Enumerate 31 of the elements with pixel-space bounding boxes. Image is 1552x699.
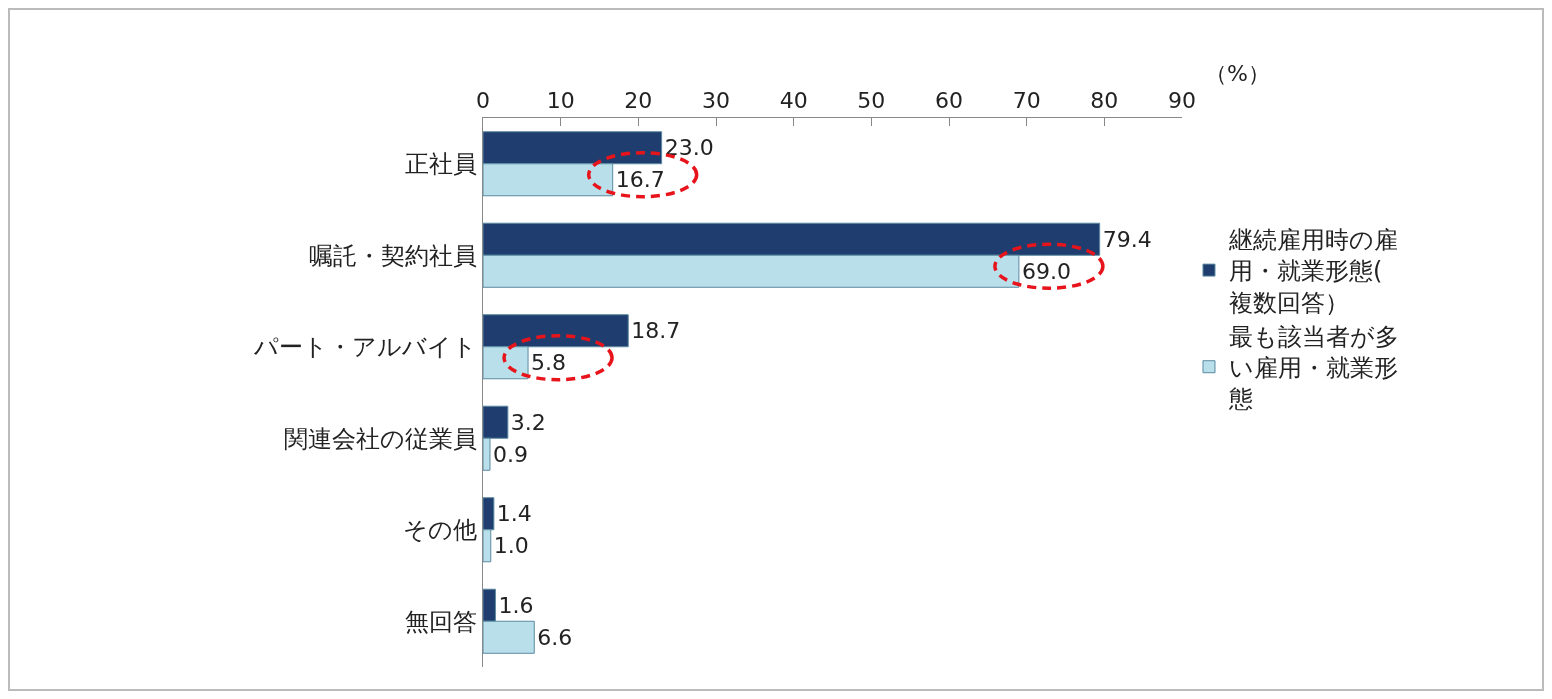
data-label: 6.6 [537,624,573,650]
y-tick-label: パート・アルバイト [253,333,478,362]
x-tick-label: 70 [1012,88,1041,114]
data-label: 1.6 [498,592,534,618]
data-label: 79.4 [1102,226,1152,252]
x-tick-label: 10 [546,88,575,114]
x-tick-label: 90 [1168,88,1196,114]
y-tick-label: その他 [403,516,478,545]
legend-label: 最も該当者が多い雇用・就業形態 [1227,322,1399,414]
legend-label: 継続雇用時の雇用・就業形態(複数回答） [1227,226,1398,317]
x-tick-label: 20 [624,88,653,114]
x-tick-label: 50 [857,88,886,114]
data-label: 16.7 [615,167,665,193]
text: （%） [1205,61,1270,86]
y-tick-label: 無回答 [405,607,478,636]
data-label: 5.8 [531,350,567,376]
data-label: 1.0 [493,533,529,559]
x-tick-label: 60 [935,88,963,114]
x-tick-label: 40 [779,88,808,114]
x-tick-label: 80 [1090,88,1119,114]
y-tick-label: 関連会社の従業員 [284,424,478,453]
data-label: 23.0 [664,135,714,161]
data-label: 3.2 [510,409,546,435]
x-tick-label: 30 [702,88,730,114]
data-label: 1.4 [496,501,532,527]
y-tick-label: 嘱託・契約社員 [309,241,478,270]
data-label: 18.7 [631,318,681,344]
data-label: 69.0 [1021,258,1071,284]
x-tick-label: 0 [476,88,490,114]
data-label: 0.9 [492,441,528,467]
y-tick-label: 正社員 [405,150,478,179]
